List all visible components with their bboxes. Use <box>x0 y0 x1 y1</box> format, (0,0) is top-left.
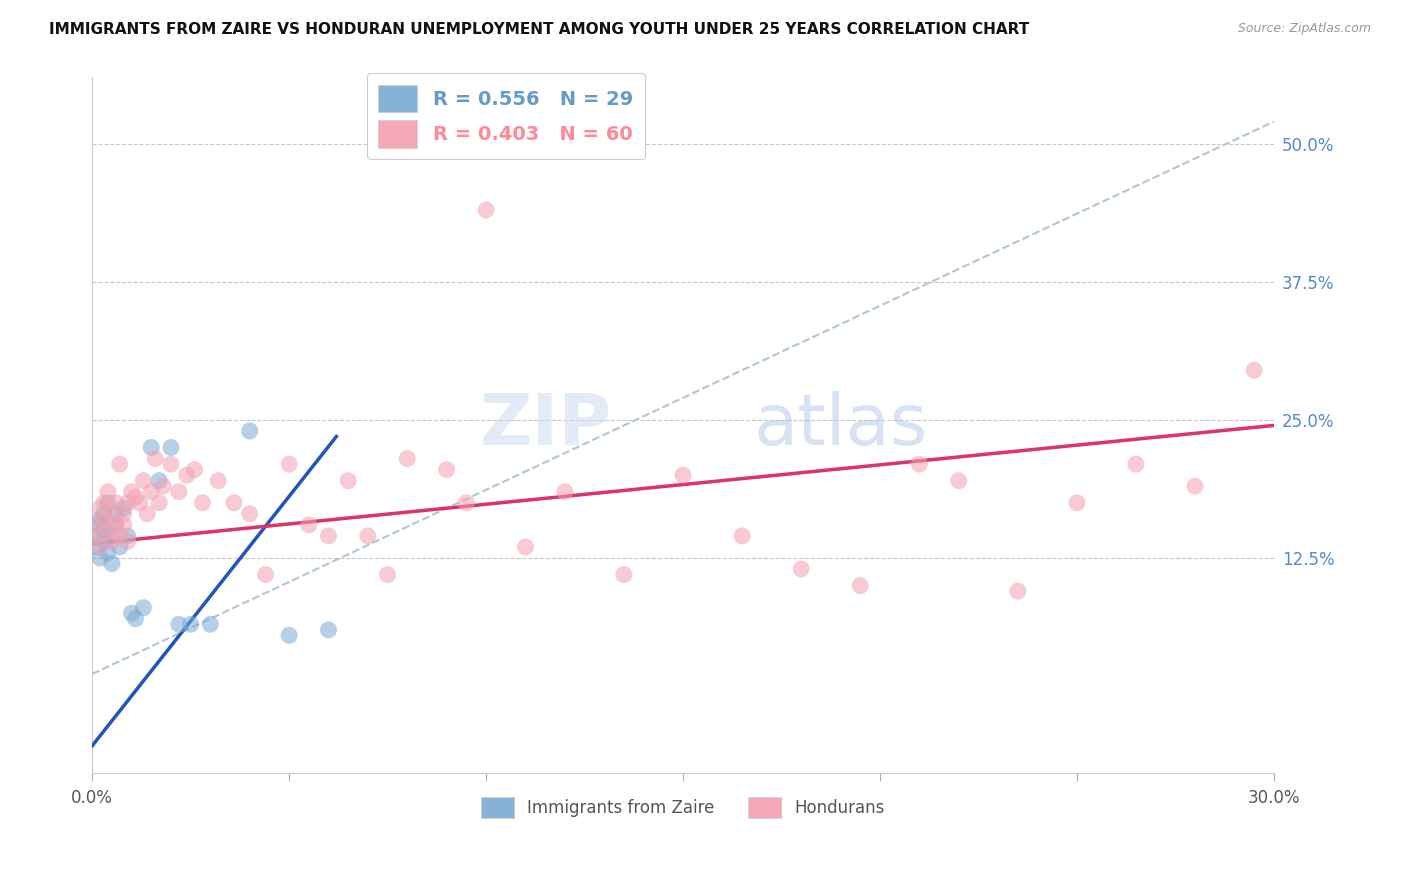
Point <box>554 484 576 499</box>
Point <box>148 474 170 488</box>
Point <box>200 617 222 632</box>
Point <box>104 496 127 510</box>
Point <box>456 496 478 510</box>
Point <box>89 540 111 554</box>
Point <box>613 567 636 582</box>
Point <box>101 507 124 521</box>
Point <box>160 457 183 471</box>
Point <box>84 529 107 543</box>
Point <box>239 507 262 521</box>
Point <box>97 484 120 499</box>
Point <box>121 484 143 499</box>
Point <box>112 517 135 532</box>
Point <box>108 457 131 471</box>
Point <box>183 462 205 476</box>
Point <box>254 567 277 582</box>
Point <box>97 545 120 559</box>
Point <box>849 579 872 593</box>
Point <box>89 501 111 516</box>
Point <box>124 612 146 626</box>
Point <box>89 517 111 532</box>
Point <box>377 567 399 582</box>
Text: atlas: atlas <box>754 391 928 460</box>
Point <box>93 524 115 538</box>
Point <box>143 451 166 466</box>
Point <box>1066 496 1088 510</box>
Point <box>101 557 124 571</box>
Point <box>141 484 163 499</box>
Point <box>148 496 170 510</box>
Point <box>160 441 183 455</box>
Point <box>318 529 340 543</box>
Point <box>112 507 135 521</box>
Point <box>124 490 146 504</box>
Point <box>93 496 115 510</box>
Point <box>136 507 159 521</box>
Point <box>132 474 155 488</box>
Text: Source: ZipAtlas.com: Source: ZipAtlas.com <box>1237 22 1371 36</box>
Point <box>101 534 124 549</box>
Point <box>89 551 111 566</box>
Point <box>948 474 970 488</box>
Point <box>1007 584 1029 599</box>
Point <box>436 462 458 476</box>
Point <box>93 512 115 526</box>
Text: IMMIGRANTS FROM ZAIRE VS HONDURAN UNEMPLOYMENT AMONG YOUTH UNDER 25 YEARS CORREL: IMMIGRANTS FROM ZAIRE VS HONDURAN UNEMPL… <box>49 22 1029 37</box>
Point <box>132 600 155 615</box>
Point <box>104 517 127 532</box>
Point <box>121 606 143 620</box>
Point <box>101 529 124 543</box>
Point <box>84 529 107 543</box>
Point <box>117 529 139 543</box>
Point <box>475 202 498 217</box>
Point <box>152 479 174 493</box>
Point <box>167 617 190 632</box>
Point <box>222 496 245 510</box>
Text: ZIP: ZIP <box>479 391 612 460</box>
Point <box>1184 479 1206 493</box>
Legend: Immigrants from Zaire, Hondurans: Immigrants from Zaire, Hondurans <box>474 790 891 824</box>
Point <box>207 474 229 488</box>
Point <box>93 534 115 549</box>
Point <box>108 529 131 543</box>
Point <box>278 457 301 471</box>
Point <box>396 451 419 466</box>
Point <box>790 562 813 576</box>
Point <box>97 496 120 510</box>
Point <box>298 517 321 532</box>
Point <box>128 496 150 510</box>
Point <box>89 512 111 526</box>
Point <box>117 534 139 549</box>
Point <box>180 617 202 632</box>
Point <box>112 501 135 516</box>
Point <box>672 468 695 483</box>
Point <box>104 507 127 521</box>
Point <box>93 507 115 521</box>
Point <box>104 517 127 532</box>
Point <box>1125 457 1147 471</box>
Point <box>1243 363 1265 377</box>
Point <box>97 524 120 538</box>
Point <box>357 529 380 543</box>
Point <box>141 441 163 455</box>
Point <box>278 628 301 642</box>
Point <box>318 623 340 637</box>
Point <box>117 496 139 510</box>
Point <box>167 484 190 499</box>
Point <box>337 474 360 488</box>
Point <box>191 496 214 510</box>
Point <box>108 540 131 554</box>
Point <box>84 540 107 554</box>
Point <box>84 517 107 532</box>
Point <box>908 457 931 471</box>
Point <box>515 540 537 554</box>
Point <box>176 468 198 483</box>
Point <box>731 529 754 543</box>
Point <box>239 424 262 438</box>
